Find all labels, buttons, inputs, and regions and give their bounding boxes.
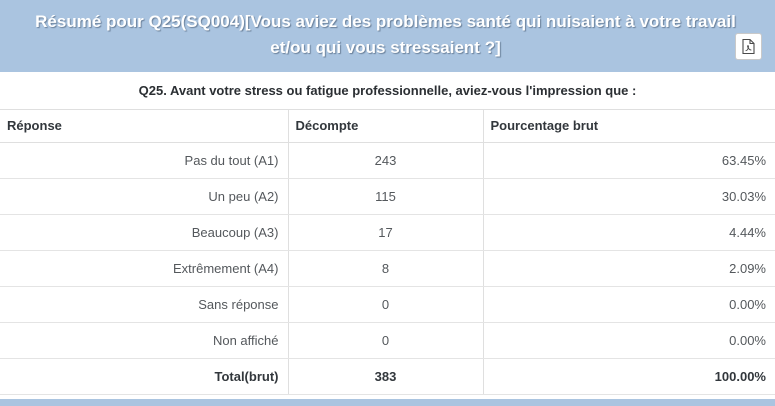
count-value: 0 bbox=[287, 322, 483, 359]
answer-label: Extrêmement (A4) bbox=[0, 250, 288, 287]
question-text: Q25. Avant votre stress ou fatigue profe… bbox=[0, 72, 775, 110]
answer-label: Beaucoup (A3) bbox=[0, 214, 288, 251]
panel-header: Résumé pour Q25(SQ004)[Vous aviez des pr… bbox=[0, 0, 775, 72]
count-value: 8 bbox=[287, 250, 483, 287]
table-row: Extrêmement (A4) 8 2.09% bbox=[0, 250, 775, 287]
count-value: 115 bbox=[287, 178, 483, 215]
column-header-reponse: Réponse bbox=[0, 110, 288, 143]
percent-value: 100.00% bbox=[482, 358, 775, 395]
column-header-pourcentage-brut: Pourcentage brut bbox=[482, 110, 775, 143]
count-value: 17 bbox=[287, 214, 483, 251]
results-table: Réponse Décompte Pourcentage brut Pas du… bbox=[0, 110, 775, 395]
table-header-row: Réponse Décompte Pourcentage brut bbox=[0, 110, 775, 143]
panel-body: Q25. Avant votre stress ou fatigue profe… bbox=[0, 72, 775, 399]
answer-label: Non affiché bbox=[0, 322, 288, 359]
percent-value: 0.00% bbox=[482, 322, 775, 359]
answer-label: Un peu (A2) bbox=[0, 178, 288, 215]
file-pdf-icon bbox=[741, 38, 756, 55]
count-value: 0 bbox=[287, 286, 483, 323]
column-header-decompte: Décompte bbox=[287, 110, 483, 143]
percent-value: 63.45% bbox=[482, 142, 775, 179]
table-row: Un peu (A2) 115 30.03% bbox=[0, 178, 775, 215]
table-row: Beaucoup (A3) 17 4.44% bbox=[0, 214, 775, 251]
table-row: Non affiché 0 0.00% bbox=[0, 322, 775, 359]
panel-footer bbox=[0, 399, 775, 406]
percent-value: 0.00% bbox=[482, 286, 775, 323]
panel-title: Résumé pour Q25(SQ004)[Vous aviez des pr… bbox=[35, 12, 736, 57]
count-value: 243 bbox=[287, 142, 483, 179]
count-value: 383 bbox=[287, 358, 483, 395]
percent-value: 4.44% bbox=[482, 214, 775, 251]
export-pdf-button[interactable] bbox=[735, 33, 762, 60]
answer-label: Total(brut) bbox=[0, 358, 288, 395]
table-row: Pas du tout (A1) 243 63.45% bbox=[0, 142, 775, 179]
table-row: Sans réponse 0 0.00% bbox=[0, 286, 775, 323]
answer-label: Pas du tout (A1) bbox=[0, 142, 288, 179]
answer-label: Sans réponse bbox=[0, 286, 288, 323]
table-row: Total(brut) 383 100.00% bbox=[0, 358, 775, 395]
percent-value: 30.03% bbox=[482, 178, 775, 215]
percent-value: 2.09% bbox=[482, 250, 775, 287]
